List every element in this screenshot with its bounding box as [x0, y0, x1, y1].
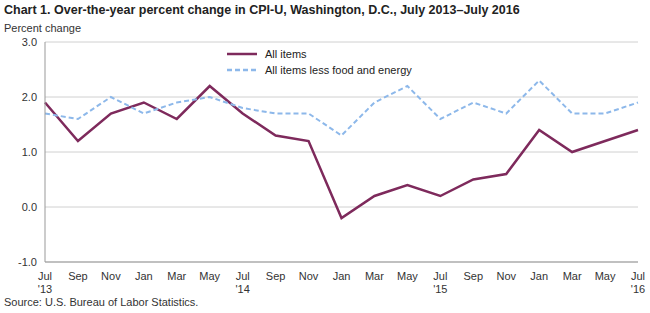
svg-text:May: May: [397, 270, 418, 282]
svg-text:Jan: Jan: [530, 270, 548, 282]
svg-text:Nov: Nov: [496, 270, 516, 282]
svg-text:Mar: Mar: [167, 270, 186, 282]
svg-text:Mar: Mar: [563, 270, 582, 282]
html-text:Percent change: Percent change: [4, 22, 82, 34]
svg-text:2.0: 2.0: [22, 91, 37, 103]
html-text:All items less food and energy: All items less food and energy: [265, 64, 412, 76]
svg-text:Jul'14: Jul'14: [235, 270, 249, 295]
svg-text:-1.0: -1.0: [18, 256, 37, 268]
svg-text:Mar: Mar: [365, 270, 384, 282]
svg-text:Nov: Nov: [299, 270, 319, 282]
html-text:All items: All items: [265, 48, 307, 60]
svg-text:Sep: Sep: [463, 270, 483, 282]
svg-text:May: May: [595, 270, 616, 282]
svg-text:0.0: 0.0: [22, 201, 37, 213]
html-text:Chart 1. Over-the-year percent: Chart 1. Over-the-year percent change in…: [4, 3, 520, 17]
svg-text:May: May: [199, 270, 220, 282]
svg-text:Jul'15: Jul'15: [433, 270, 447, 295]
svg-text:3.0: 3.0: [22, 36, 37, 48]
svg-text:Sep: Sep: [266, 270, 286, 282]
svg-text:Nov: Nov: [101, 270, 121, 282]
svg-text:1.0: 1.0: [22, 146, 37, 158]
svg-text:Jul'16: Jul'16: [631, 270, 642, 295]
svg-text:Jan: Jan: [333, 270, 351, 282]
svg-text:Jul'13: Jul'13: [38, 270, 52, 295]
html-text:Source: U.S. Bureau of Labor S: Source: U.S. Bureau of Labor Statistics.: [4, 296, 199, 308]
svg-text:Sep: Sep: [68, 270, 88, 282]
svg-text:Jan: Jan: [135, 270, 153, 282]
